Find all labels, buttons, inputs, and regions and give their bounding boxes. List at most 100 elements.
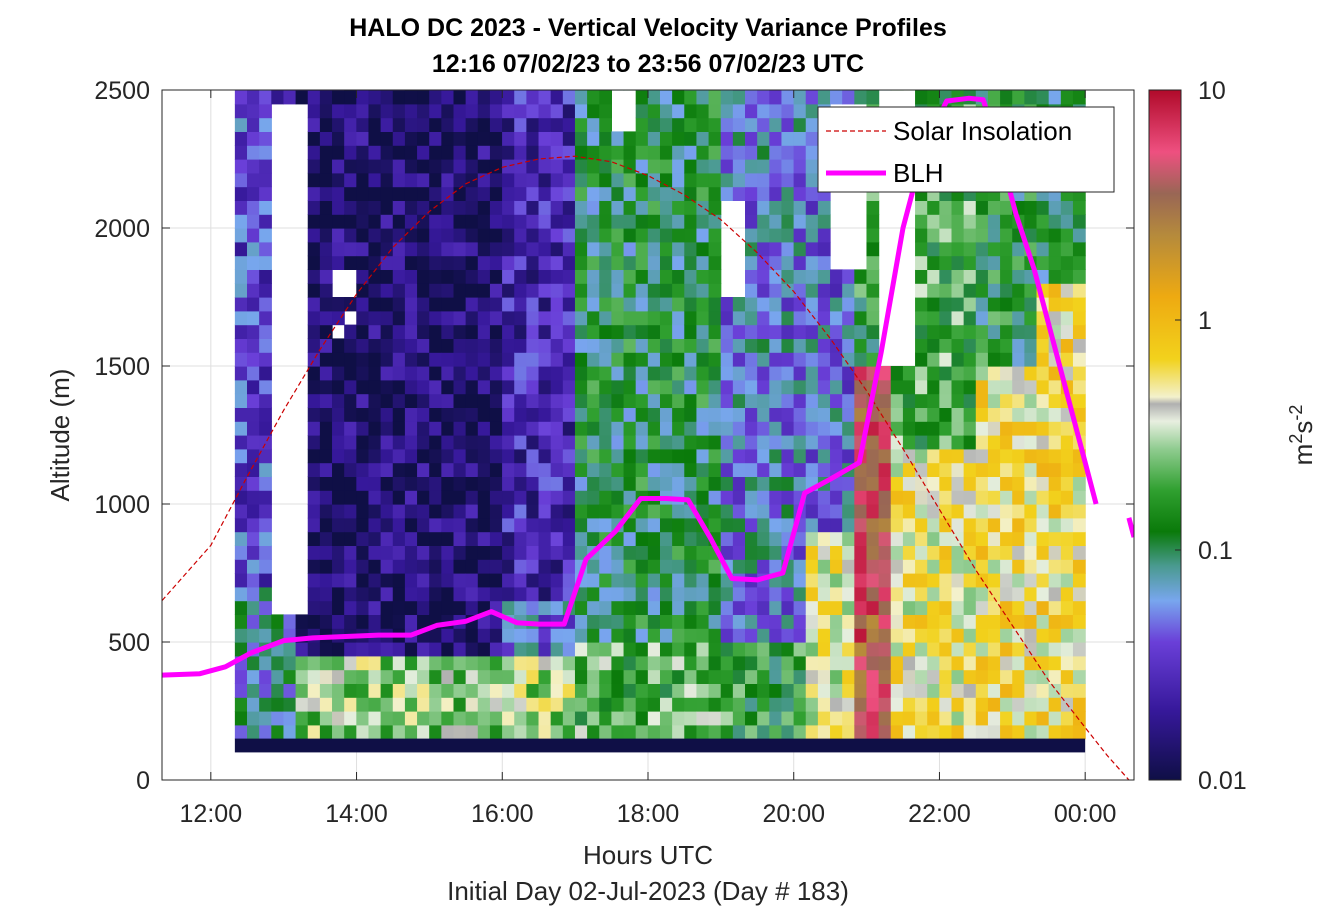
heatmap-cell bbox=[453, 352, 467, 367]
heatmap-cell bbox=[453, 600, 467, 615]
heatmap-cell bbox=[987, 683, 1001, 698]
heatmap-cell bbox=[1012, 255, 1025, 270]
heatmap-cell bbox=[465, 90, 479, 91]
heatmap-cell bbox=[696, 697, 710, 712]
heatmap-cell bbox=[757, 200, 770, 215]
heatmap-cell bbox=[793, 324, 807, 339]
heatmap-cell bbox=[599, 297, 612, 312]
heatmap-cell bbox=[854, 379, 868, 395]
heatmap-cell bbox=[283, 669, 297, 684]
heatmap-cell bbox=[963, 711, 977, 726]
heatmap-cell bbox=[247, 545, 260, 560]
heatmap-cell bbox=[1060, 600, 1074, 615]
heatmap-cell bbox=[538, 186, 552, 201]
heatmap-cell bbox=[951, 379, 965, 395]
heatmap-cell bbox=[259, 241, 272, 257]
heatmap-cell bbox=[1000, 642, 1013, 657]
heatmap-cell bbox=[647, 642, 661, 657]
heatmap-cell bbox=[332, 103, 345, 119]
heatmap-cell bbox=[647, 669, 661, 684]
heatmap-cell bbox=[696, 90, 710, 105]
heatmap-cell bbox=[356, 352, 370, 367]
heatmap-cell bbox=[550, 297, 564, 312]
heatmap-cell bbox=[684, 131, 698, 146]
heatmap-cell bbox=[842, 711, 855, 726]
heatmap-cell bbox=[684, 145, 698, 160]
heatmap-cell bbox=[987, 241, 1001, 257]
heatmap-cell bbox=[307, 490, 321, 505]
heatmap-cell bbox=[830, 324, 843, 339]
heatmap-cell bbox=[975, 393, 989, 408]
heatmap-cell bbox=[441, 545, 455, 560]
heatmap-cell bbox=[817, 573, 831, 588]
heatmap-cell bbox=[562, 462, 576, 477]
heatmap-cell bbox=[1000, 255, 1013, 270]
heatmap-cell bbox=[975, 711, 989, 726]
heatmap-cell bbox=[417, 90, 430, 105]
heatmap-cell bbox=[477, 90, 491, 105]
heatmap-cell bbox=[902, 669, 916, 684]
heatmap-cell bbox=[1000, 407, 1013, 422]
heatmap-cell bbox=[526, 545, 540, 560]
heatmap-cell bbox=[817, 283, 831, 298]
heatmap-cell bbox=[975, 352, 989, 367]
heatmap-cell bbox=[817, 504, 831, 519]
heatmap-cell bbox=[356, 90, 370, 91]
heatmap-cell bbox=[987, 655, 1001, 671]
heatmap-cell bbox=[842, 448, 855, 464]
heatmap-cell bbox=[332, 379, 345, 395]
heatmap-cell bbox=[502, 131, 515, 146]
heatmap-cell bbox=[902, 462, 916, 477]
heatmap-cell bbox=[659, 90, 673, 105]
heatmap-cell bbox=[259, 283, 272, 298]
heatmap-cell bbox=[562, 559, 576, 574]
heatmap-cell bbox=[538, 297, 552, 312]
heatmap-cell bbox=[684, 379, 698, 395]
heatmap-cell bbox=[963, 531, 977, 546]
heatmap-cell bbox=[477, 228, 491, 243]
y-tick-label: 2500 bbox=[94, 77, 150, 105]
heatmap-cell bbox=[307, 200, 321, 215]
heatmap-cell bbox=[939, 310, 953, 326]
heatmap-cell bbox=[1024, 517, 1038, 533]
heatmap-cell bbox=[344, 379, 357, 395]
heatmap-cell bbox=[356, 255, 370, 270]
heatmap-cell bbox=[635, 531, 649, 546]
heatmap-cell bbox=[259, 711, 272, 726]
heatmap-cell bbox=[623, 393, 637, 408]
heatmap-cell bbox=[247, 214, 260, 229]
heatmap-cell bbox=[793, 393, 807, 408]
heatmap-cell bbox=[574, 476, 588, 491]
heatmap-cell bbox=[550, 642, 564, 657]
heatmap-cell bbox=[1024, 490, 1038, 505]
heatmap-cell bbox=[732, 711, 746, 726]
heatmap-cell bbox=[672, 462, 685, 477]
heatmap-cell bbox=[684, 90, 698, 91]
heatmap-cell bbox=[441, 421, 455, 436]
heatmap-cell bbox=[1024, 228, 1038, 243]
heatmap-cell bbox=[672, 214, 685, 229]
heatmap-cell bbox=[247, 145, 260, 160]
heatmap-cell bbox=[1048, 421, 1062, 436]
heatmap-cell bbox=[854, 669, 868, 684]
heatmap-cell bbox=[1072, 283, 1086, 298]
heatmap-cell bbox=[1012, 393, 1025, 408]
heatmap-cell bbox=[344, 90, 357, 105]
heatmap-cell bbox=[696, 366, 710, 381]
heatmap-cell bbox=[234, 614, 248, 629]
heatmap-cell bbox=[1036, 711, 1050, 726]
heatmap-cell bbox=[465, 214, 479, 229]
heatmap-cell bbox=[1048, 297, 1062, 312]
heatmap-cell bbox=[684, 393, 698, 408]
heatmap-cell bbox=[745, 435, 758, 450]
heatmap-cell bbox=[599, 379, 612, 395]
heatmap-cell bbox=[915, 462, 928, 477]
heatmap-cell bbox=[866, 724, 880, 740]
heatmap-cell bbox=[878, 614, 892, 629]
heatmap-cell bbox=[793, 655, 807, 671]
heatmap-cell bbox=[514, 448, 527, 464]
heatmap-cell bbox=[574, 159, 588, 174]
heatmap-cell bbox=[368, 586, 382, 602]
heatmap-cell bbox=[429, 711, 442, 726]
heatmap-cell bbox=[963, 407, 977, 422]
